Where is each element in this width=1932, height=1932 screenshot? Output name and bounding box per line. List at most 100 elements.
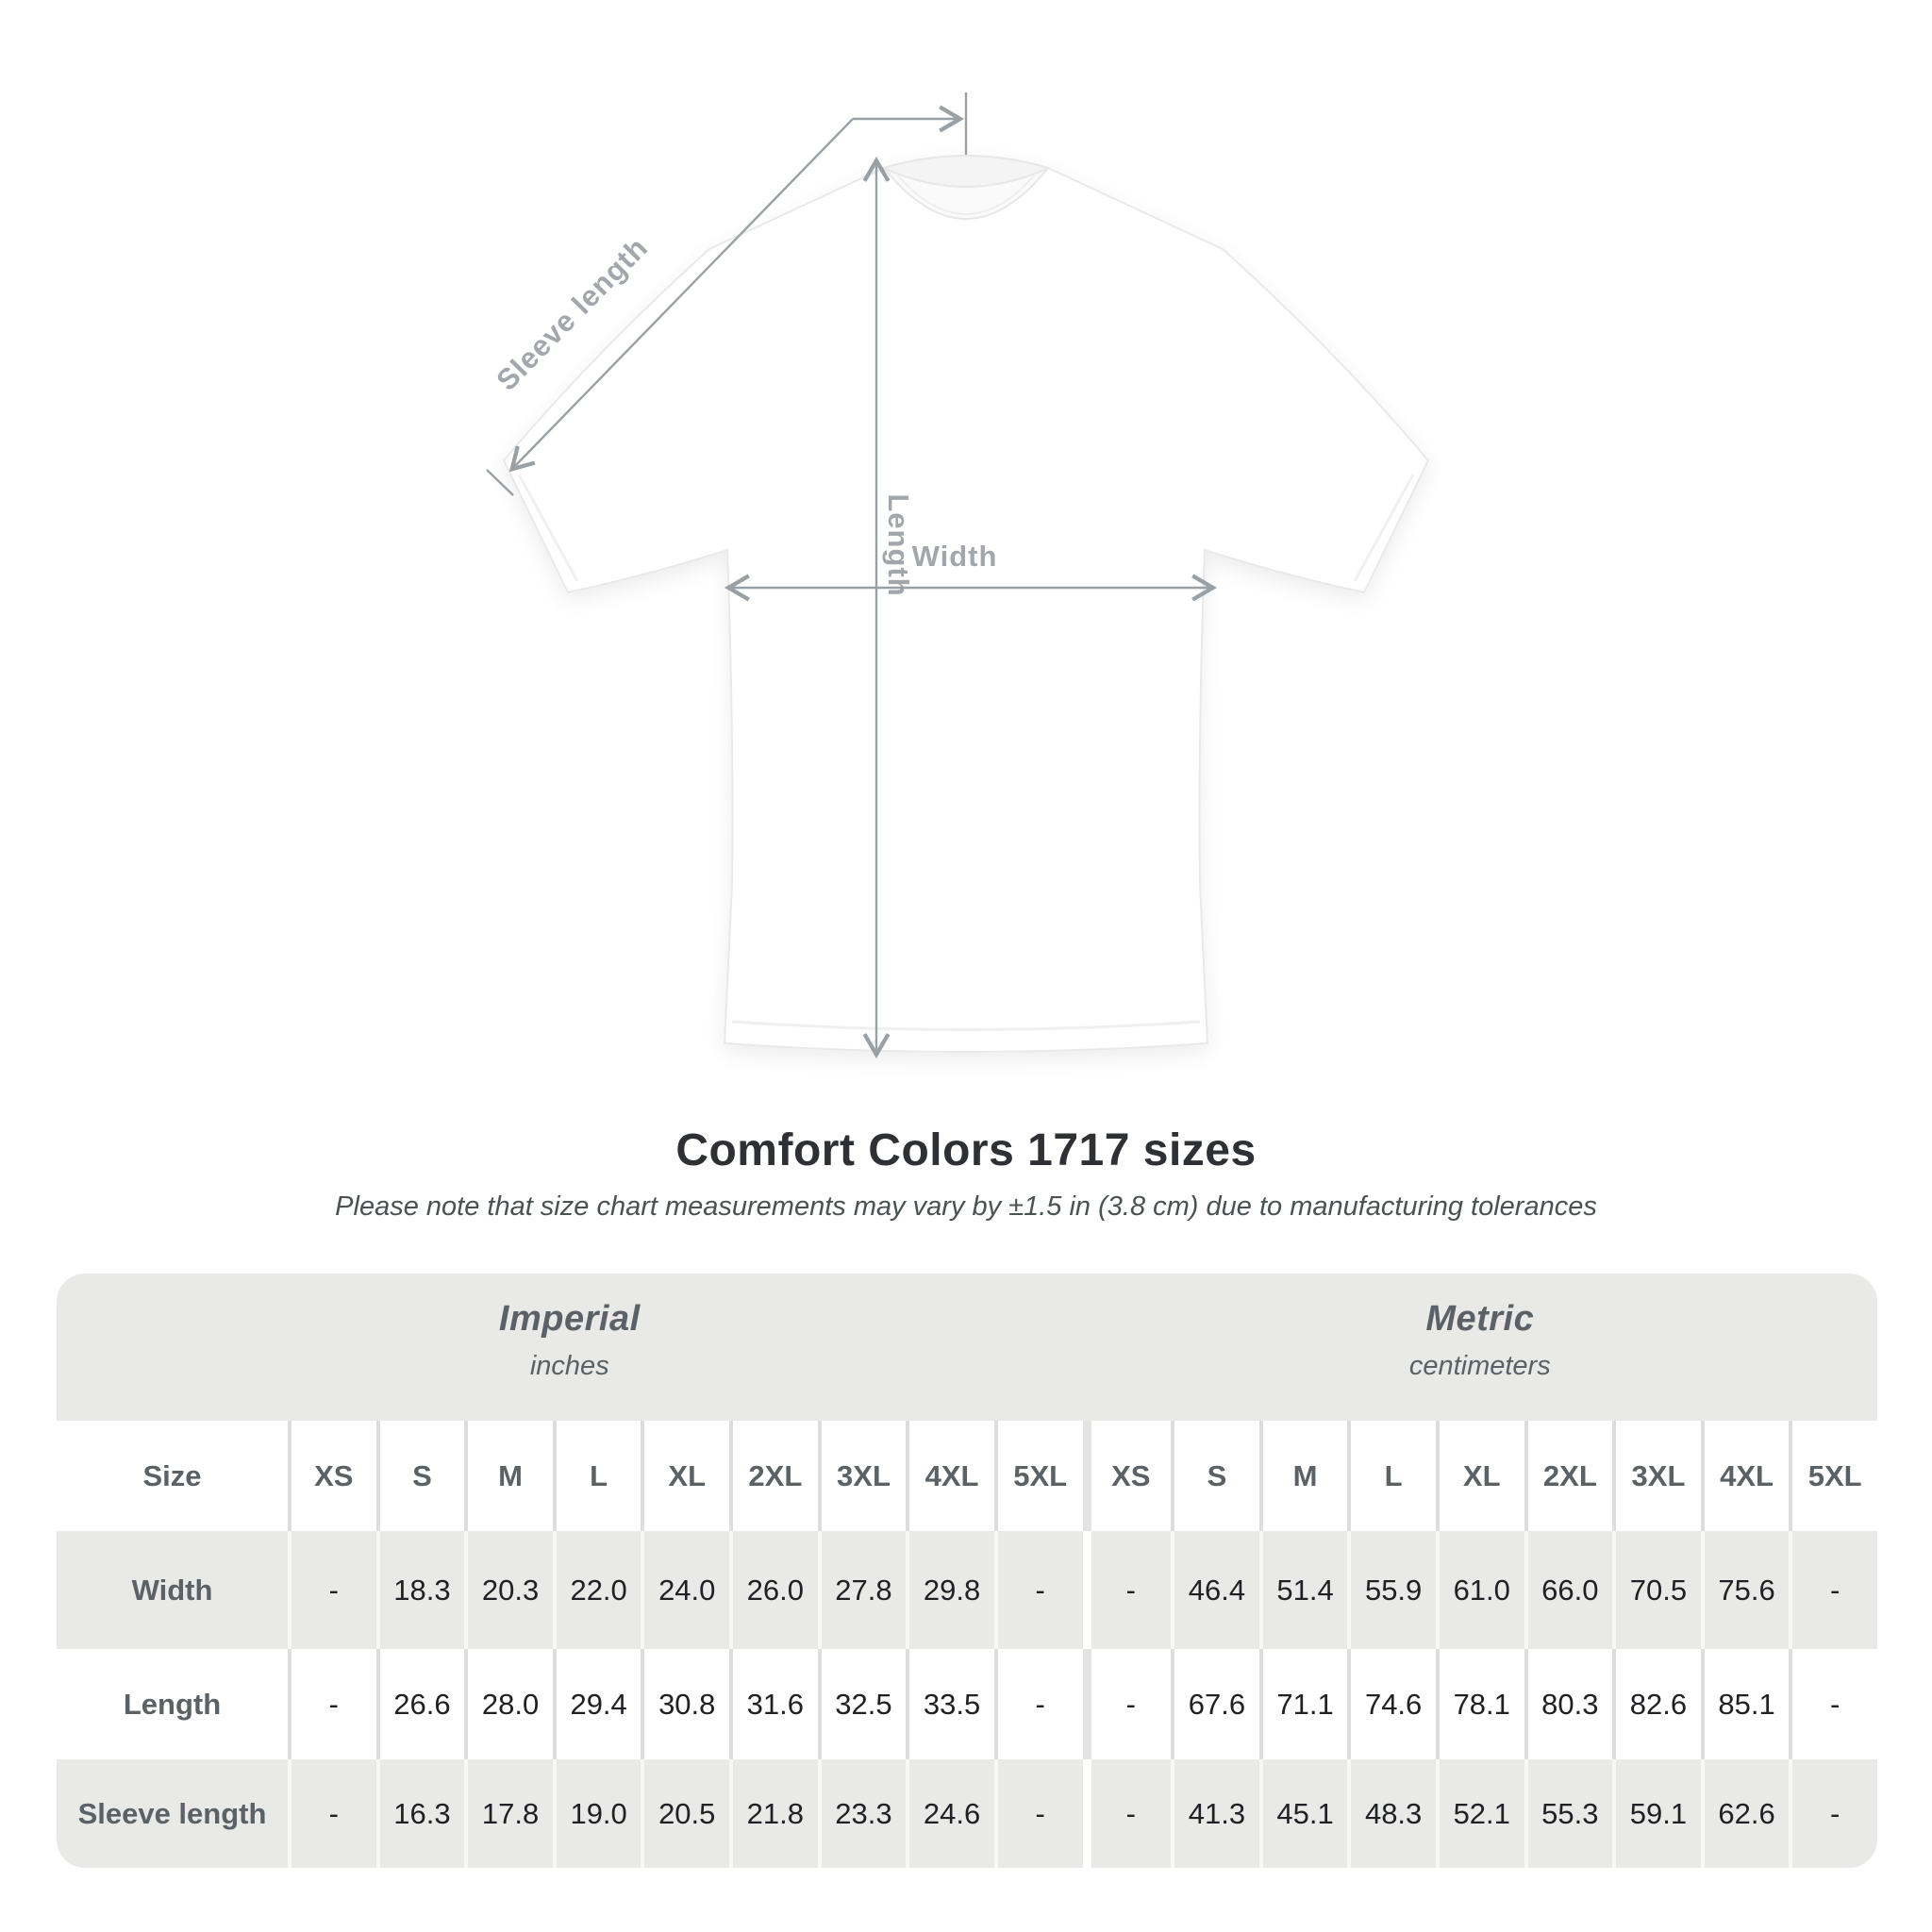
width-value-cell: 22.0 — [552, 1531, 641, 1649]
sleeve-length-value-cell: - — [1082, 1759, 1172, 1868]
tshirt-measurement-diagram: Sleeve length Length Width — [400, 74, 1532, 1130]
width-value-cell: 29.8 — [906, 1531, 994, 1649]
width-value-cell: 26.0 — [729, 1531, 818, 1649]
size-column-label: XS — [1082, 1421, 1172, 1531]
length-value-cell: 28.0 — [464, 1649, 553, 1759]
table-row-width: Width -18.3 20.3 22.0 24.0 26.0 27.8 29.8- -46.… — [57, 1531, 1877, 1649]
size-column-label: M — [464, 1421, 553, 1531]
sleeve-length-value-cell: 55.3 — [1524, 1759, 1613, 1868]
sleeve-length-value-cell: 21.8 — [729, 1759, 818, 1868]
length-value-cell: 80.3 — [1524, 1649, 1613, 1759]
size-column-label: 2XL — [729, 1421, 818, 1531]
tolerance-note: Please note that size chart measurements… — [335, 1191, 1597, 1222]
size-column-label: 5XL — [993, 1421, 1083, 1531]
imperial-unit: inches — [529, 1351, 609, 1381]
width-value-cell: 70.5 — [1612, 1531, 1701, 1649]
row-label-length: Length — [123, 1687, 222, 1721]
size-column-label: S — [1171, 1421, 1259, 1531]
width-value-cell: 20.3 — [464, 1531, 553, 1649]
sleeve-length-value-cell: 59.1 — [1612, 1759, 1701, 1868]
width-label: Width — [912, 540, 998, 573]
metric-title: Metric — [1425, 1299, 1535, 1339]
sleeve-length-value-cell: 48.3 — [1347, 1759, 1436, 1868]
size-column-label: 3XL — [1612, 1421, 1701, 1531]
sleeve-length-value-cell: 45.1 — [1258, 1759, 1348, 1868]
length-value-cell: 32.5 — [817, 1649, 907, 1759]
imperial-section-header: Imperial inches — [57, 1274, 1083, 1421]
width-value-cell: 75.6 — [1700, 1531, 1790, 1649]
imperial-title: Imperial — [498, 1299, 641, 1339]
tshirt-diagram-svg: Sleeve length Length Width — [486, 92, 1430, 1059]
length-value-cell: 26.6 — [375, 1649, 465, 1759]
length-value-cell: 78.1 — [1435, 1649, 1524, 1759]
size-column-header: Size — [142, 1458, 202, 1492]
length-values: -26.6 28.0 29.4 30.8 31.6 32.5 33.5- -67.6 71.1 7… — [288, 1649, 1877, 1759]
length-value-cell: 74.6 — [1347, 1649, 1436, 1759]
sleeve-length-values: -16.3 17.8 19.0 20.5 21.8 23.3 24.6- -41.3 45.1 4… — [288, 1759, 1877, 1868]
unit-header-band: Imperial inches Metric centimeters — [57, 1274, 1877, 1421]
width-value-cell: - — [288, 1531, 376, 1649]
size-column-label: 2XL — [1524, 1421, 1613, 1531]
tshirt-body — [502, 156, 1430, 1053]
length-value-cell: 29.4 — [552, 1649, 641, 1759]
size-column-label: XL — [641, 1421, 729, 1531]
length-value-cell: 33.5 — [906, 1649, 994, 1759]
row-label-width: Width — [131, 1573, 213, 1607]
sleeve-length-value-cell: 16.3 — [375, 1759, 465, 1868]
length-value-cell: - — [993, 1649, 1083, 1759]
size-column-labels: XS S M L XL 2XL 3XL 4XL 5XL XS S M L XL 2XL 3XL 4XL 5XL — [288, 1421, 1877, 1531]
table-row-sleeve-length: Sleeve length -16.3 17.8 19.0 20.5 21.8 23.3 2… — [57, 1759, 1877, 1868]
length-value-cell: 31.6 — [729, 1649, 818, 1759]
sleeve-length-value-cell: 52.1 — [1435, 1759, 1524, 1868]
length-value-cell: 30.8 — [641, 1649, 729, 1759]
hem-stitch — [731, 1020, 1201, 1031]
tshirt-graphic — [502, 155, 1430, 1053]
size-table: Imperial inches Metric centimeters Size … — [57, 1274, 1877, 1868]
length-value-cell: - — [1082, 1649, 1172, 1759]
length-value-cell: 85.1 — [1700, 1649, 1790, 1759]
sleeve-length-value-cell: - — [288, 1759, 376, 1868]
sleeve-length-value-cell: 23.3 — [817, 1759, 907, 1868]
sleeve-length-value-cell: - — [993, 1759, 1083, 1868]
width-value-cell: - — [1789, 1531, 1877, 1649]
length-value-cell: 71.1 — [1258, 1649, 1348, 1759]
sleeve-length-value-cell: 62.6 — [1700, 1759, 1790, 1868]
size-column-label: L — [1347, 1421, 1436, 1531]
width-value-cell: 18.3 — [375, 1531, 465, 1649]
length-value-cell: - — [1789, 1649, 1877, 1759]
sleeve-length-value-cell: 20.5 — [641, 1759, 729, 1868]
metric-section-header: Metric centimeters — [1083, 1274, 1877, 1421]
page-title: Comfort Colors 1717 sizes — [675, 1125, 1257, 1175]
size-column-label: S — [375, 1421, 465, 1531]
length-value-cell: - — [288, 1649, 376, 1759]
caption-block: Comfort Colors 1717 sizes Please note th… — [0, 1124, 1932, 1223]
width-value-cell: - — [993, 1531, 1083, 1649]
sleeve-length-value-cell: 17.8 — [464, 1759, 553, 1868]
width-value-cell: 24.0 — [641, 1531, 729, 1649]
size-column-label: 3XL — [817, 1421, 907, 1531]
size-column-label: XL — [1435, 1421, 1524, 1531]
width-value-cell: - — [1082, 1531, 1172, 1649]
width-values: -18.3 20.3 22.0 24.0 26.0 27.8 29.8- -46.4 51.4 5… — [288, 1531, 1877, 1649]
width-value-cell: 55.9 — [1347, 1531, 1436, 1649]
size-column-label: M — [1258, 1421, 1348, 1531]
sleeve-length-value-cell: 19.0 — [552, 1759, 641, 1868]
left-cuff-stitch — [517, 474, 579, 582]
row-label-sleeve-length: Sleeve length — [77, 1796, 267, 1830]
sleeve-length-value-cell: 41.3 — [1171, 1759, 1259, 1868]
width-value-cell: 61.0 — [1435, 1531, 1524, 1649]
length-value-cell: 67.6 — [1171, 1649, 1259, 1759]
table-row-length: Length -26.6 28.0 29.4 30.8 31.6 32.5 33.5- -67… — [57, 1649, 1877, 1759]
size-column-label: 4XL — [906, 1421, 994, 1531]
width-value-cell: 51.4 — [1258, 1531, 1348, 1649]
width-value-cell: 66.0 — [1524, 1531, 1613, 1649]
right-cuff-stitch — [1353, 474, 1415, 582]
size-column-label: 4XL — [1700, 1421, 1790, 1531]
width-value-cell: 46.4 — [1171, 1531, 1259, 1649]
size-header-row: Size XS S M L XL 2XL 3XL 4XL 5XL XS S M L XL 2XL 3XL 4XL… — [57, 1421, 1877, 1531]
size-column-label: L — [552, 1421, 641, 1531]
width-value-cell: 27.8 — [817, 1531, 907, 1649]
sleeve-length-value-cell: - — [1789, 1759, 1877, 1868]
length-label: Length — [882, 493, 915, 596]
length-value-cell: 82.6 — [1612, 1649, 1701, 1759]
